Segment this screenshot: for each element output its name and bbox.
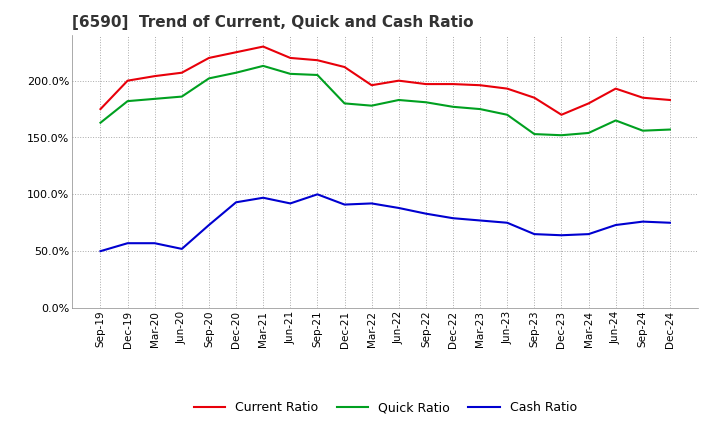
Current Ratio [530, 95, 539, 100]
Cash Ratio [476, 218, 485, 223]
Cash Ratio [150, 241, 159, 246]
Cash Ratio [178, 246, 186, 252]
Current Ratio [421, 81, 430, 87]
Current Ratio [584, 101, 593, 106]
Quick Ratio [232, 70, 240, 75]
Quick Ratio [341, 101, 349, 106]
Current Ratio [665, 97, 674, 103]
Quick Ratio [503, 112, 511, 117]
Current Ratio [503, 86, 511, 91]
Quick Ratio [123, 99, 132, 104]
Cash Ratio [313, 192, 322, 197]
Current Ratio [286, 55, 294, 61]
Line: Quick Ratio: Quick Ratio [101, 66, 670, 135]
Cash Ratio [204, 222, 213, 227]
Cash Ratio [584, 231, 593, 237]
Quick Ratio [639, 128, 647, 133]
Quick Ratio [421, 99, 430, 105]
Current Ratio [367, 83, 376, 88]
Cash Ratio [395, 205, 403, 211]
Quick Ratio [665, 127, 674, 132]
Cash Ratio [503, 220, 511, 225]
Current Ratio [123, 78, 132, 83]
Quick Ratio [557, 132, 566, 138]
Cash Ratio [232, 200, 240, 205]
Current Ratio [341, 64, 349, 70]
Quick Ratio [259, 63, 268, 69]
Quick Ratio [204, 76, 213, 81]
Current Ratio [232, 50, 240, 55]
Current Ratio [557, 112, 566, 117]
Quick Ratio [584, 130, 593, 136]
Current Ratio [150, 73, 159, 79]
Quick Ratio [178, 94, 186, 99]
Current Ratio [476, 83, 485, 88]
Cash Ratio [611, 222, 620, 227]
Cash Ratio [96, 249, 105, 254]
Cash Ratio [367, 201, 376, 206]
Current Ratio [96, 106, 105, 112]
Line: Cash Ratio: Cash Ratio [101, 194, 670, 251]
Quick Ratio [476, 106, 485, 112]
Cash Ratio [449, 216, 457, 221]
Cash Ratio [557, 233, 566, 238]
Current Ratio [449, 81, 457, 87]
Current Ratio [611, 86, 620, 91]
Quick Ratio [286, 71, 294, 77]
Quick Ratio [96, 120, 105, 125]
Quick Ratio [395, 97, 403, 103]
Quick Ratio [530, 132, 539, 137]
Text: [6590]  Trend of Current, Quick and Cash Ratio: [6590] Trend of Current, Quick and Cash … [72, 15, 474, 30]
Cash Ratio [123, 241, 132, 246]
Current Ratio [639, 95, 647, 100]
Line: Current Ratio: Current Ratio [101, 47, 670, 115]
Cash Ratio [639, 219, 647, 224]
Current Ratio [178, 70, 186, 75]
Quick Ratio [449, 104, 457, 110]
Quick Ratio [313, 72, 322, 77]
Cash Ratio [286, 201, 294, 206]
Current Ratio [204, 55, 213, 61]
Cash Ratio [530, 231, 539, 237]
Cash Ratio [259, 195, 268, 200]
Cash Ratio [421, 211, 430, 216]
Current Ratio [395, 78, 403, 83]
Quick Ratio [367, 103, 376, 108]
Cash Ratio [665, 220, 674, 225]
Quick Ratio [150, 96, 159, 102]
Current Ratio [313, 58, 322, 63]
Current Ratio [259, 44, 268, 49]
Quick Ratio [611, 118, 620, 123]
Cash Ratio [341, 202, 349, 207]
Legend: Current Ratio, Quick Ratio, Cash Ratio: Current Ratio, Quick Ratio, Cash Ratio [189, 396, 582, 419]
